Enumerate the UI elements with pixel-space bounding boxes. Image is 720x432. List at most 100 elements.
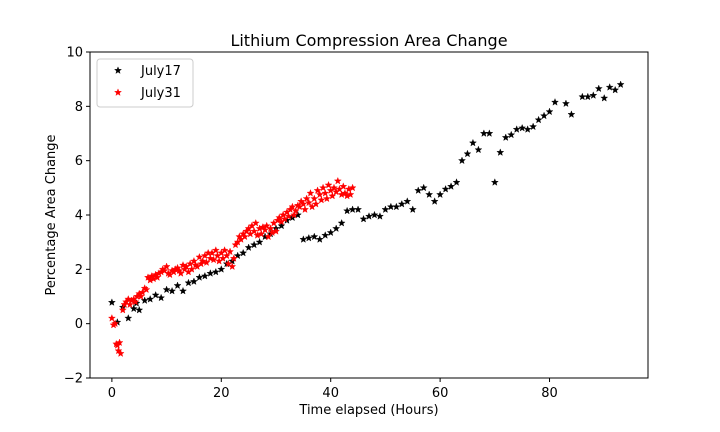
x-tick-label: 80	[541, 386, 558, 401]
data-point	[436, 190, 445, 199]
data-point	[173, 281, 182, 290]
x-axis-label: Time elapsed (Hours)	[298, 403, 438, 418]
data-point	[496, 148, 505, 156]
y-tick-label: 10	[66, 46, 83, 61]
data-point	[468, 138, 477, 147]
data-point	[321, 231, 330, 239]
data-point	[189, 277, 198, 285]
data-point	[370, 210, 379, 219]
data-point	[419, 183, 428, 192]
data-point	[284, 212, 293, 220]
data-point	[452, 178, 461, 186]
legend-marker-july31	[114, 88, 122, 96]
data-point	[220, 246, 229, 254]
data-point	[153, 273, 162, 281]
data-point	[540, 111, 549, 120]
data-point	[162, 262, 171, 270]
data-point	[605, 83, 614, 91]
data-point	[339, 182, 348, 190]
data-point	[474, 145, 483, 154]
y-tick-label: 6	[75, 154, 83, 169]
data-point	[272, 227, 280, 235]
legend-star-icon	[114, 88, 122, 96]
data-point	[512, 125, 521, 133]
y-axis-ticks: −2 0 2 4 6 8 10	[64, 46, 90, 387]
data-point	[321, 189, 330, 197]
data-point	[266, 224, 275, 232]
data-point	[187, 265, 196, 273]
data-point	[250, 240, 259, 249]
data-point	[583, 92, 592, 101]
data-point	[124, 314, 133, 322]
data-point	[129, 304, 138, 313]
data-point	[403, 197, 412, 205]
data-point	[304, 198, 313, 207]
chart-title: Lithium Compression Area Change	[230, 31, 507, 50]
data-point	[179, 261, 187, 269]
data-point	[311, 199, 320, 208]
data-point	[115, 338, 124, 347]
y-tick-label: 4	[75, 209, 83, 224]
data-point	[346, 190, 355, 199]
legend: July17 July31	[96, 58, 194, 108]
data-point	[375, 212, 384, 220]
data-point	[200, 271, 209, 280]
data-point	[324, 180, 333, 189]
data-point	[184, 278, 193, 287]
data-point	[264, 232, 273, 241]
data-point	[168, 286, 177, 295]
data-point	[244, 243, 253, 251]
data-point	[257, 229, 266, 238]
data-point	[299, 235, 308, 243]
data-point	[142, 285, 151, 294]
data-point	[337, 218, 346, 227]
data-point	[206, 269, 215, 277]
data-point	[131, 297, 140, 306]
data-point	[198, 257, 207, 265]
data-marks	[107, 80, 625, 357]
data-point	[313, 186, 322, 194]
data-point	[195, 252, 204, 261]
data-point	[458, 156, 466, 165]
data-point	[195, 273, 204, 281]
data-point	[291, 206, 300, 215]
data-point	[567, 110, 576, 118]
data-point	[594, 84, 603, 93]
data-point	[381, 205, 390, 213]
data-point	[229, 254, 238, 262]
data-point	[288, 202, 297, 211]
data-point	[463, 149, 472, 158]
legend-marker-july17	[114, 66, 122, 74]
data-point	[328, 191, 337, 200]
data-point	[240, 232, 249, 241]
y-axis-label: Percentage Area Change	[44, 134, 59, 295]
data-point	[545, 107, 554, 116]
data-point	[107, 314, 116, 322]
x-tick-label: 0	[108, 386, 116, 401]
data-point	[561, 99, 570, 107]
data-point	[315, 190, 324, 199]
data-point	[425, 190, 434, 199]
data-point	[277, 221, 286, 230]
data-point	[111, 319, 120, 328]
series-july31	[107, 176, 357, 357]
data-point	[202, 258, 211, 266]
y-tick-label: 0	[75, 317, 83, 332]
data-point	[611, 85, 620, 94]
data-point	[299, 199, 308, 208]
data-point	[302, 194, 311, 203]
data-point	[211, 267, 220, 276]
data-point	[326, 228, 335, 237]
x-tick-label: 60	[432, 386, 449, 401]
data-point	[179, 286, 187, 295]
data-point	[151, 290, 160, 299]
legend-label-july31: July31	[140, 86, 181, 101]
legend-label-july17: July17	[140, 64, 181, 79]
data-point	[251, 218, 260, 227]
data-point	[116, 349, 125, 357]
data-point	[228, 262, 237, 270]
data-point	[365, 212, 373, 220]
data-point	[255, 238, 264, 246]
